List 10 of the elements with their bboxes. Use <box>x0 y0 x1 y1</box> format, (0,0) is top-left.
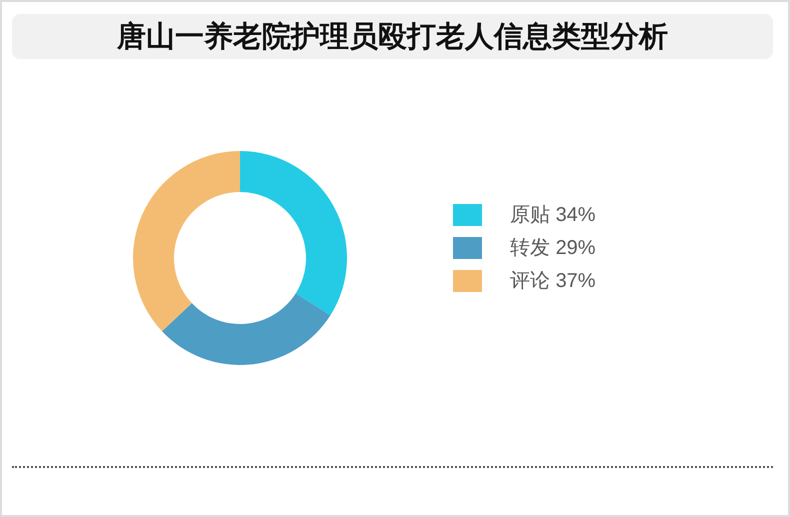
data-label: 29% <box>556 237 596 259</box>
legend-label: 评论 <box>510 270 550 292</box>
legend-label: 原贴 <box>510 204 550 226</box>
legend-label: 转发 <box>510 237 550 259</box>
donut-slice <box>133 151 240 332</box>
data-label: 37% <box>556 270 596 292</box>
donut-slice <box>162 293 330 365</box>
donut-slice <box>240 151 347 316</box>
chart-title: 唐山一养老院护理员殴打老人信息类型分析 <box>117 20 668 52</box>
data-label: 34% <box>556 204 596 226</box>
